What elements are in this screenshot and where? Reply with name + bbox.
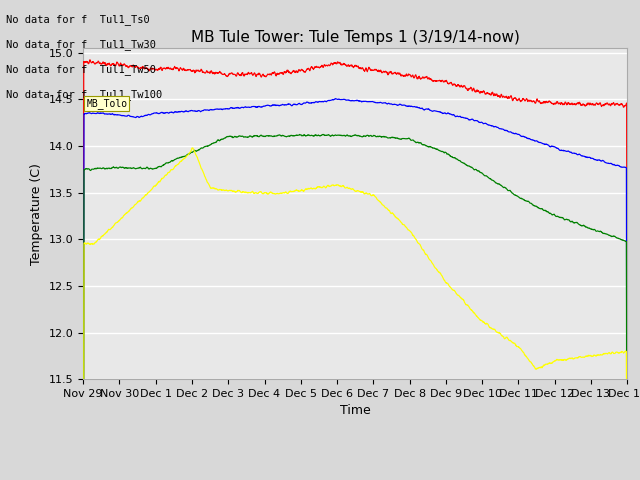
Title: MB Tule Tower: Tule Temps 1 (3/19/14-now): MB Tule Tower: Tule Temps 1 (3/19/14-now… bbox=[191, 30, 520, 46]
Text: No data for f  Tul1_Tw100: No data for f Tul1_Tw100 bbox=[6, 89, 163, 100]
X-axis label: Time: Time bbox=[340, 405, 371, 418]
Text: No data for f  Tul1_Tw50: No data for f Tul1_Tw50 bbox=[6, 64, 156, 75]
Text: MB_Tolo: MB_Tolo bbox=[86, 98, 127, 109]
Text: No data for f  Tul1_Tw30: No data for f Tul1_Tw30 bbox=[6, 39, 156, 50]
Y-axis label: Temperature (C): Temperature (C) bbox=[30, 163, 43, 264]
Text: No data for f  Tul1_Ts0: No data for f Tul1_Ts0 bbox=[6, 14, 150, 25]
